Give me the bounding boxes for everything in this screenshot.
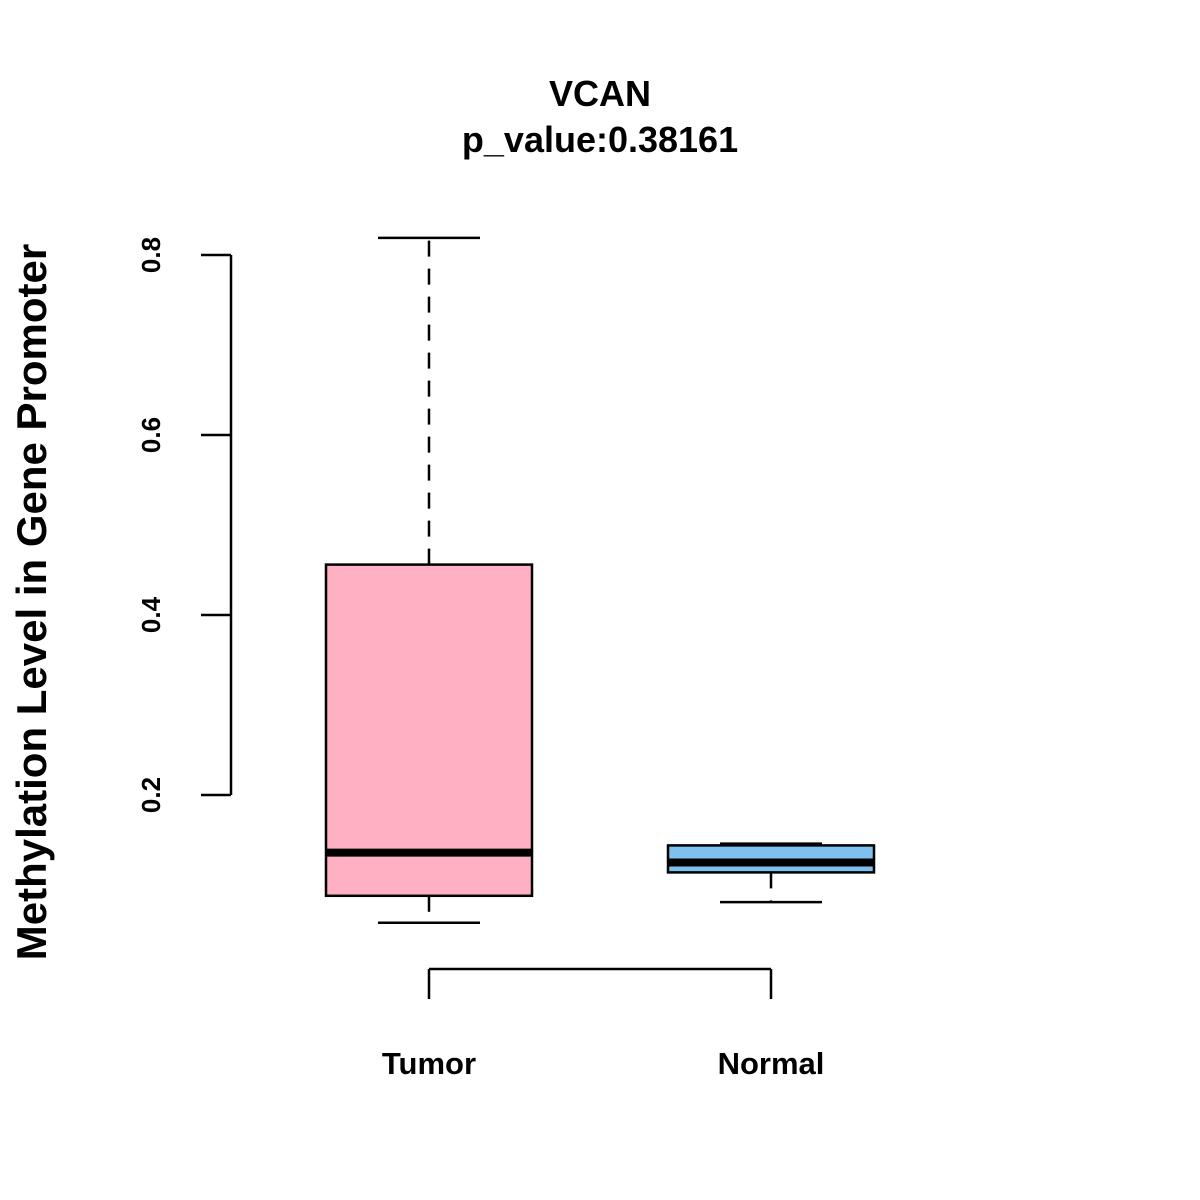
box-body <box>324 563 534 898</box>
y-tick-label: 0.6 <box>136 417 166 453</box>
y-axis-label: Methylation Level in Gene Promoter <box>8 244 55 960</box>
x-axis: Tumor Normal <box>382 967 825 1081</box>
chart-subtitle: p_value:0.38161 <box>462 119 738 160</box>
x-category-label: Normal <box>718 1046 825 1081</box>
y-axis: 0.2 0.4 0.6 0.8 <box>136 237 233 813</box>
chart-title: VCAN <box>549 73 651 114</box>
y-tick-label: 0.8 <box>136 237 166 273</box>
x-category-label: Tumor <box>382 1046 476 1081</box>
y-tick-label: 0.4 <box>136 596 166 633</box>
y-tick-label: 0.2 <box>136 777 166 813</box>
boxes <box>324 236 876 925</box>
box-tumor <box>324 236 534 925</box>
box-normal <box>666 842 876 904</box>
